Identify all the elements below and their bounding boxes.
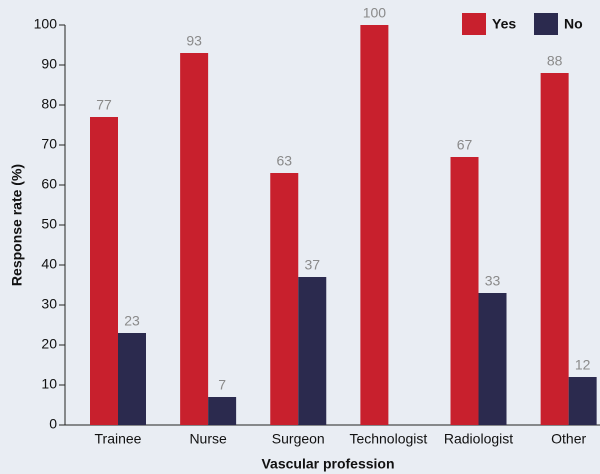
bar: [180, 53, 209, 425]
x-axis-title: Vascular profession: [261, 456, 394, 472]
y-tick-label: 40: [41, 256, 57, 272]
value-label: 88: [547, 53, 563, 69]
x-tick-label: Radiologist: [444, 431, 513, 447]
value-label: 23: [124, 313, 140, 329]
y-tick-label: 0: [49, 416, 57, 432]
value-label: 37: [304, 257, 320, 273]
x-tick-label: Technologist: [349, 431, 427, 447]
legend-swatch: [534, 13, 558, 35]
y-tick-label: 90: [41, 56, 57, 72]
y-axis-title: Response rate (%): [9, 164, 25, 286]
value-label: 100: [363, 5, 387, 21]
y-tick-label: 80: [41, 96, 57, 112]
value-label: 63: [276, 153, 292, 169]
value-label: 7: [218, 377, 226, 393]
bar: [568, 377, 597, 425]
value-label: 67: [457, 137, 473, 153]
y-tick-label: 70: [41, 136, 57, 152]
legend-swatch: [462, 13, 486, 35]
y-tick-label: 60: [41, 176, 57, 192]
value-label: 93: [186, 33, 202, 49]
value-label: 77: [96, 97, 112, 113]
legend-label: Yes: [492, 16, 516, 32]
x-tick-label: Trainee: [95, 431, 142, 447]
value-label: 33: [485, 273, 501, 289]
bar: [270, 173, 299, 425]
bar: [298, 277, 327, 425]
y-tick-label: 10: [41, 376, 57, 392]
bar: [118, 333, 146, 425]
x-tick-label: Nurse: [189, 431, 227, 447]
bar: [90, 117, 118, 425]
bar: [540, 73, 569, 425]
y-tick-label: 30: [41, 296, 57, 312]
bar: [360, 25, 389, 425]
value-label: 12: [575, 357, 591, 373]
x-tick-label: Surgeon: [272, 431, 325, 447]
x-tick-label: Other: [551, 431, 586, 447]
y-tick-label: 50: [41, 216, 57, 232]
y-tick-label: 100: [34, 16, 58, 32]
legend-label: No: [564, 16, 583, 32]
bar: [450, 157, 479, 425]
y-tick-label: 20: [41, 336, 57, 352]
bar: [208, 397, 237, 425]
bar: [478, 293, 507, 425]
